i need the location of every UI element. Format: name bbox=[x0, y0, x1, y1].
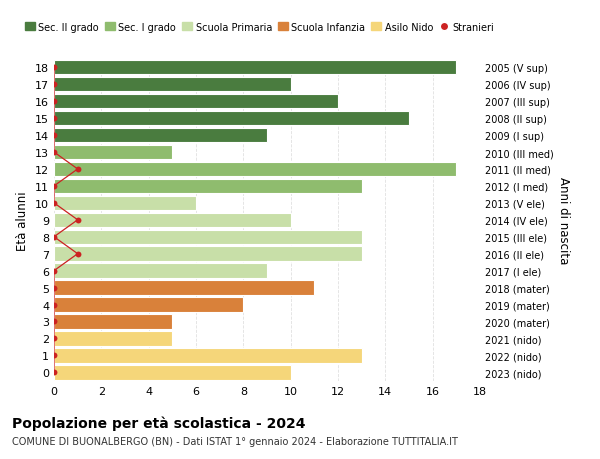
Point bbox=[49, 98, 59, 106]
Bar bbox=[54, 213, 290, 228]
Bar bbox=[54, 281, 314, 295]
Bar bbox=[54, 112, 409, 126]
Point bbox=[73, 251, 82, 258]
Point bbox=[73, 166, 82, 173]
Point bbox=[49, 301, 59, 308]
Point bbox=[49, 149, 59, 157]
Bar bbox=[54, 230, 362, 244]
Point bbox=[49, 132, 59, 140]
Bar bbox=[54, 196, 196, 211]
Point bbox=[49, 335, 59, 342]
Point bbox=[49, 268, 59, 275]
Bar bbox=[54, 78, 290, 92]
Y-axis label: Età alunni: Età alunni bbox=[16, 190, 29, 250]
Text: Popolazione per età scolastica - 2024: Popolazione per età scolastica - 2024 bbox=[12, 415, 305, 430]
Point bbox=[49, 200, 59, 207]
Bar bbox=[54, 348, 362, 363]
Bar bbox=[54, 162, 457, 177]
Point bbox=[73, 217, 82, 224]
Y-axis label: Anni di nascita: Anni di nascita bbox=[557, 177, 570, 264]
Bar bbox=[54, 264, 267, 278]
Bar bbox=[54, 95, 338, 109]
Bar bbox=[54, 298, 244, 312]
Point bbox=[49, 284, 59, 291]
Bar bbox=[54, 365, 290, 380]
Bar bbox=[54, 247, 362, 261]
Point bbox=[49, 115, 59, 123]
Point bbox=[49, 234, 59, 241]
Bar bbox=[54, 179, 362, 194]
Bar bbox=[54, 314, 172, 329]
Bar bbox=[54, 146, 172, 160]
Point bbox=[49, 183, 59, 190]
Bar bbox=[54, 61, 457, 75]
Point bbox=[49, 318, 59, 325]
Text: COMUNE DI BUONALBERGO (BN) - Dati ISTAT 1° gennaio 2024 - Elaborazione TUTTITALI: COMUNE DI BUONALBERGO (BN) - Dati ISTAT … bbox=[12, 436, 458, 446]
Bar bbox=[54, 331, 172, 346]
Bar bbox=[54, 129, 267, 143]
Point bbox=[49, 64, 59, 72]
Legend: Sec. II grado, Sec. I grado, Scuola Primaria, Scuola Infanzia, Asilo Nido, Stran: Sec. II grado, Sec. I grado, Scuola Prim… bbox=[25, 23, 494, 33]
Point bbox=[49, 352, 59, 359]
Point bbox=[49, 369, 59, 376]
Point bbox=[49, 81, 59, 89]
